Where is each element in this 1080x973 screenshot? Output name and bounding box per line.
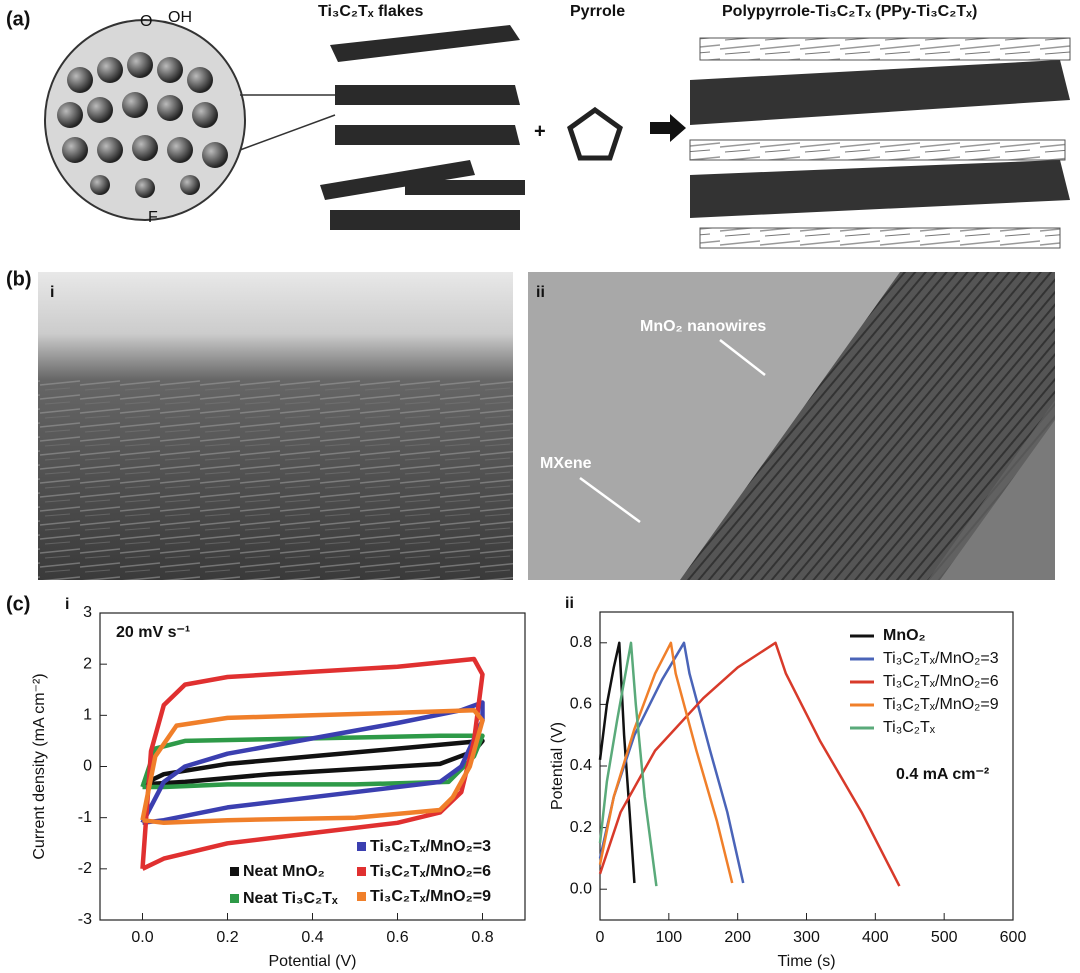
x-tick-label: 500 bbox=[931, 929, 958, 946]
series-line bbox=[140, 707, 485, 826]
x-tick-label: 0.6 bbox=[386, 929, 408, 946]
pyrrole bbox=[567, 106, 623, 161]
y-axis-label: Potential (V) bbox=[549, 722, 566, 810]
panel-label: (a) bbox=[6, 8, 30, 30]
panel-label: (b) bbox=[6, 268, 32, 290]
x-tick-label: 300 bbox=[793, 929, 820, 946]
subpanel-label: i bbox=[65, 596, 69, 613]
y-axis-label: Current density (mA cm⁻²) bbox=[31, 673, 48, 859]
flakes bbox=[320, 25, 525, 230]
plus: + bbox=[534, 120, 546, 142]
y-tick-label: 0.0 bbox=[570, 880, 592, 897]
y-tick-label: 0.8 bbox=[570, 634, 592, 651]
panel-label: (c) bbox=[6, 593, 30, 615]
y-tick-label: 2 bbox=[83, 655, 92, 672]
legend-label: Ti₃C₂Tₓ/MnO₂=3 bbox=[883, 650, 999, 667]
x-tick-label: 0.8 bbox=[471, 929, 493, 946]
atom-label: O bbox=[140, 13, 152, 30]
pointer bbox=[579, 476, 641, 524]
x-tick-label: 0.4 bbox=[301, 929, 323, 946]
series-line bbox=[598, 641, 658, 887]
flakes-title: Ti₃C₂Tₓ flakes bbox=[318, 3, 424, 20]
y-tick-label: 3 bbox=[83, 604, 92, 621]
y-tick-label: -1 bbox=[78, 809, 92, 826]
x-tick-label: 0 bbox=[596, 929, 605, 946]
legend-label: Ti₃C₂Tₓ/MnO₂=6 bbox=[370, 863, 491, 880]
subpanel-label: i bbox=[50, 284, 54, 301]
subpanel-label: ii bbox=[536, 284, 545, 301]
legend-label: Ti₃C₂Tₓ/MnO₂=6 bbox=[883, 673, 999, 690]
legend-swatch bbox=[230, 894, 239, 903]
x-tick-label: 200 bbox=[724, 929, 751, 946]
atom-label: OH bbox=[168, 9, 192, 26]
sem-texture bbox=[38, 380, 513, 580]
product-title: Polypyrrole-Ti₃C₂Tₓ (PPy-Ti₃C₂Tₓ) bbox=[722, 3, 977, 20]
x-tick-label: 400 bbox=[862, 929, 889, 946]
x-tick-label: 0.0 bbox=[131, 929, 153, 946]
annotation: 20 mV s⁻¹ bbox=[116, 624, 190, 641]
atom-label: F bbox=[148, 209, 158, 226]
series-line bbox=[140, 656, 485, 871]
zoom-line bbox=[239, 94, 336, 151]
ppy-layers bbox=[689, 37, 1071, 249]
pointer bbox=[719, 339, 766, 376]
nanowire bbox=[680, 272, 1055, 580]
legend-label: MnO₂ bbox=[883, 627, 926, 644]
legend-label: Ti₃C₂Tₓ/MnO₂=3 bbox=[370, 838, 491, 855]
y-tick-label: 0 bbox=[83, 758, 92, 775]
subpanel-label: ii bbox=[565, 595, 574, 612]
legend-swatch bbox=[357, 842, 366, 851]
y-tick-label: 0.2 bbox=[570, 819, 592, 836]
y-tick-label: -3 bbox=[78, 911, 92, 928]
nanowire bbox=[928, 400, 1055, 580]
y-tick-label: 1 bbox=[83, 707, 92, 724]
pyrrole-title: Pyrrole bbox=[570, 3, 625, 20]
legend-label: Neat MnO₂ bbox=[243, 863, 325, 880]
mxene-label: MXene bbox=[540, 455, 592, 472]
series-line bbox=[140, 733, 485, 790]
legend-label: Ti₃C₂Tₓ/MnO₂=9 bbox=[370, 888, 491, 905]
arrow bbox=[650, 114, 686, 142]
legend-swatch bbox=[357, 892, 366, 901]
legend-swatch bbox=[230, 867, 239, 876]
annotation: 0.4 mA cm⁻² bbox=[896, 766, 989, 783]
series-line bbox=[598, 641, 636, 884]
y-tick-label: -2 bbox=[78, 860, 92, 877]
y-tick-label: 0.6 bbox=[570, 696, 592, 713]
legend-label: Ti₃C₂Tₓ/MnO₂=9 bbox=[883, 696, 999, 713]
series-line bbox=[598, 641, 901, 887]
x-tick-label: 600 bbox=[1000, 929, 1027, 946]
legend-swatch bbox=[357, 867, 366, 876]
legend-label: Ti₃C₂Tₓ bbox=[883, 719, 936, 736]
series-line bbox=[598, 641, 734, 884]
x-tick-label: 100 bbox=[655, 929, 682, 946]
x-tick-label: 0.2 bbox=[216, 929, 238, 946]
legend-label: Neat Ti₃C₂Tₓ bbox=[243, 890, 338, 907]
x-axis-label: Potential (V) bbox=[268, 953, 356, 970]
nanowires-label: MnO₂ nanowires bbox=[640, 318, 766, 335]
y-tick-label: 0.4 bbox=[570, 757, 592, 774]
series-line bbox=[140, 700, 485, 826]
x-axis-label: Time (s) bbox=[777, 953, 835, 970]
atoms bbox=[57, 52, 228, 198]
